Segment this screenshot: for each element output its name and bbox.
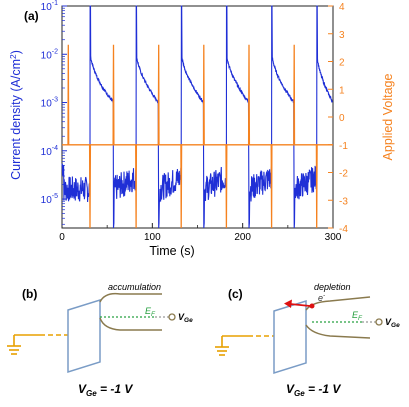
y-left-label-close: ) bbox=[9, 50, 23, 54]
y-left-tick-label: 10-3 bbox=[41, 97, 58, 110]
y-left-label-sup: 2 bbox=[8, 54, 18, 59]
y-right-tick-label: -1 bbox=[339, 141, 348, 152]
panel-b-label: (b) bbox=[22, 287, 37, 301]
x-tick-label: 300 bbox=[325, 232, 342, 243]
svg-text:Current density (A/cm2): Current density (A/cm2) bbox=[8, 50, 23, 180]
panel-c-label: (c) bbox=[228, 287, 243, 301]
x-tick-label: 100 bbox=[144, 232, 161, 243]
x-axis-label: Time (s) bbox=[149, 244, 194, 258]
bias-label-b: VGe = -1 V bbox=[78, 382, 133, 398]
plot-frame bbox=[61, 5, 334, 229]
oxide-layer-c bbox=[273, 299, 307, 375]
y-right-tick-label: -2 bbox=[339, 169, 348, 180]
x-tick-label: 200 bbox=[234, 232, 251, 243]
y-left-tick-label: 10-1 bbox=[41, 0, 58, 13]
electron-arrow bbox=[289, 303, 311, 307]
bias-label-c: VGe = -1 V bbox=[286, 382, 341, 398]
y-left-tick-label: 10-4 bbox=[41, 145, 58, 158]
axis-layer: 0 100 200 30010-110-210-310-410-543210-1-2-… bbox=[41, 0, 349, 243]
y-right-tick-label: 3 bbox=[339, 30, 345, 41]
electron-label: e- bbox=[318, 292, 326, 303]
y-right-tick-label: 4 bbox=[339, 2, 345, 13]
chart-a: 0 100 200 30010-110-210-310-410-543210-1-2-… bbox=[8, 0, 395, 258]
panel-c-diagram: (c) depletion EF VGe e- VGe = -1 V bbox=[215, 282, 400, 398]
ground-symbol-c bbox=[215, 335, 274, 356]
electron-dot bbox=[309, 303, 315, 309]
y-right-tick-label: -3 bbox=[339, 196, 348, 207]
valence-band bbox=[99, 317, 162, 331]
conduction-band-c bbox=[305, 296, 371, 311]
contact-terminal-b bbox=[168, 313, 176, 321]
y-left-tick-label: 10-2 bbox=[41, 48, 58, 61]
valence-band-c bbox=[305, 324, 371, 339]
panel-b-state: accumulation bbox=[108, 282, 161, 292]
y-right-axis-label: Applied Voltage bbox=[381, 74, 395, 161]
series-current-density bbox=[61, 5, 333, 229]
vge-label-c: VGe bbox=[385, 317, 400, 329]
y-right-tick-label: 1 bbox=[339, 85, 345, 96]
y-left-label-main: Current density (A/cm bbox=[9, 59, 23, 180]
electron-arrowhead bbox=[284, 299, 292, 308]
y-left-tick-label: 10-5 bbox=[41, 193, 58, 206]
y-right-tick-label: 2 bbox=[339, 58, 345, 69]
panel-b-diagram: (b) accumulation EF VGe VGe = -1 V bbox=[7, 282, 193, 398]
y-left-axis-label: Current density (A/cm2) bbox=[8, 50, 23, 180]
fermi-label-c: EF bbox=[352, 310, 363, 322]
ground-symbol bbox=[7, 334, 68, 355]
data-layer bbox=[61, 5, 333, 229]
x-tick-label: 0 bbox=[59, 232, 65, 243]
panel-c-state: depletion bbox=[314, 282, 351, 292]
y-right-tick-label: -4 bbox=[339, 224, 348, 235]
y-right-tick-label: 0 bbox=[339, 113, 345, 124]
fermi-label-b: EF bbox=[145, 306, 156, 318]
contact-terminal-c bbox=[375, 318, 383, 326]
oxide-layer bbox=[67, 298, 101, 374]
conduction-band bbox=[99, 292, 162, 303]
vge-label-b: VGe bbox=[178, 312, 193, 324]
panel-a-label: (a) bbox=[24, 9, 39, 23]
series-applied-voltage bbox=[62, 44, 333, 229]
